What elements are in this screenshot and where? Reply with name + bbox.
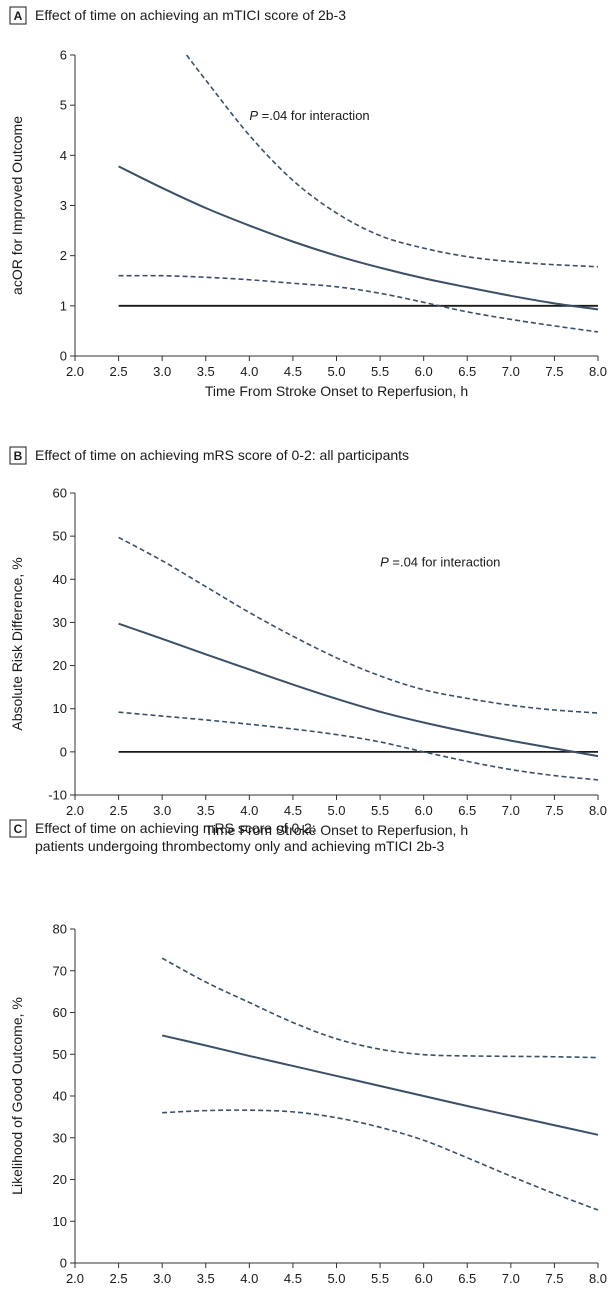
y-tick-label: 40 — [53, 1089, 67, 1104]
x-tick-label: 4.5 — [284, 364, 302, 379]
x-tick-label: 6.0 — [415, 803, 433, 818]
upper-ci-line — [161, 957, 599, 1059]
y-tick-label: 2 — [60, 248, 67, 263]
x-tick-label: 5.5 — [371, 803, 389, 818]
y-tick-label: 40 — [53, 572, 67, 587]
x-tick-label: 7.5 — [545, 364, 563, 379]
x-tick-label: 5.5 — [371, 364, 389, 379]
panel-title-line2: patients undergoing thrombectomy only an… — [35, 838, 445, 854]
estimate-line — [118, 622, 599, 758]
x-tick-label: 8.0 — [589, 364, 607, 379]
panel-title: Effect of time on achieving mRS score of… — [35, 820, 316, 836]
x-tick-label: 8.0 — [589, 1271, 607, 1286]
panel-title: Effect of time on achieving an mTICI sco… — [35, 7, 346, 23]
y-tick-label: 0 — [60, 744, 67, 759]
x-tick-label: 4.0 — [240, 1271, 258, 1286]
estimate-line — [118, 165, 599, 311]
x-tick-label: 7.0 — [502, 364, 520, 379]
p-value-text: =.04 for interaction — [258, 108, 370, 123]
p-value-text: =.04 for interaction — [389, 554, 501, 569]
lower-ci-line — [162, 1109, 599, 1211]
x-tick-label: 4.0 — [240, 364, 258, 379]
y-tick-label: 10 — [53, 701, 67, 716]
estimate-line — [161, 1034, 599, 1136]
x-tick-label: 6.0 — [415, 1271, 433, 1286]
panel-c: C Effect of time on achieving mRS score o… — [9, 819, 607, 1291]
x-tick-label: 3.0 — [153, 803, 171, 818]
y-axis-label: acOR for Improved Outcome — [9, 116, 25, 295]
y-tick-label: 0 — [60, 1256, 67, 1271]
x-tick-label: 3.5 — [197, 364, 215, 379]
x-tick-label: 2.5 — [110, 803, 128, 818]
y-axis-label: Absolute Risk Difference, % — [9, 557, 25, 730]
y-tick-label: 30 — [53, 615, 67, 630]
y-tick-label: 4 — [60, 148, 67, 163]
x-tick-label: 6.5 — [458, 1271, 476, 1286]
x-tick-label: 7.5 — [545, 803, 563, 818]
y-tick-label: 20 — [53, 1172, 67, 1187]
p-value-annotation: P =.04 for interaction — [249, 108, 369, 123]
lower-ci-line — [118, 711, 599, 781]
p-symbol: P — [249, 108, 258, 123]
y-tick-label: 50 — [53, 1047, 67, 1062]
panel-badge — [9, 6, 27, 25]
y-tick-label: 10 — [53, 1214, 67, 1229]
x-tick-label: 2.0 — [66, 364, 84, 379]
y-tick-label: 1 — [60, 298, 67, 313]
y-tick-label: 5 — [60, 98, 67, 113]
y-tick-label: 6 — [60, 48, 67, 63]
x-tick-label: 5.0 — [327, 1271, 345, 1286]
y-tick-label: 30 — [53, 1130, 67, 1145]
panel-badge — [9, 819, 27, 838]
panel-badge — [9, 446, 27, 465]
y-tick-label: 70 — [53, 963, 67, 978]
panel-a: A Effect of time on achieving an mTICI sc… — [9, 6, 607, 399]
upper-ci-line — [118, 536, 599, 714]
x-tick-label: 8.0 — [589, 803, 607, 818]
p-symbol: P — [380, 554, 389, 569]
x-tick-label: 7.5 — [545, 1271, 563, 1286]
x-axis-label: Time From Stroke Onset to Reperfusion, h — [205, 822, 468, 838]
x-tick-label: 2.5 — [110, 364, 128, 379]
y-tick-label: -10 — [48, 788, 67, 803]
x-axis-label: Time From Stroke Onset to Reperfusion, h — [205, 383, 468, 399]
x-tick-label: 5.5 — [371, 1271, 389, 1286]
y-tick-label: 20 — [53, 658, 67, 673]
x-tick-label: 3.0 — [153, 1271, 171, 1286]
x-tick-label: 2.0 — [66, 803, 84, 818]
y-tick-label: 80 — [53, 922, 67, 937]
x-tick-label: 2.0 — [66, 1271, 84, 1286]
upper-ci-line — [185, 54, 599, 268]
lower-ci-line — [118, 274, 599, 333]
x-tick-label: 4.5 — [284, 1271, 302, 1286]
x-tick-label: 5.0 — [327, 803, 345, 818]
x-tick-label: 7.0 — [502, 1271, 520, 1286]
panel-b: B Effect of time on achieving mRS score o… — [9, 446, 607, 838]
p-value-annotation: P =.04 for interaction — [380, 554, 500, 569]
x-tick-label: 3.5 — [197, 1271, 215, 1286]
x-tick-label: 4.0 — [240, 803, 258, 818]
y-tick-label: 3 — [60, 198, 67, 213]
y-tick-label: 0 — [60, 349, 67, 364]
y-axis-label: Likelihood of Good Outcome, % — [9, 997, 25, 1195]
panel-letter: C — [14, 822, 23, 836]
x-tick-label: 3.5 — [197, 803, 215, 818]
x-tick-label: 6.0 — [415, 364, 433, 379]
x-tick-label: 3.0 — [153, 364, 171, 379]
panel-title: Effect of time on achieving mRS score of… — [35, 447, 409, 463]
x-tick-label: 4.5 — [284, 803, 302, 818]
x-tick-label: 6.5 — [458, 364, 476, 379]
x-tick-label: 6.5 — [458, 803, 476, 818]
y-tick-label: 50 — [53, 529, 67, 544]
panel-letter: A — [14, 9, 23, 23]
y-tick-label: 60 — [53, 1005, 67, 1020]
x-tick-label: 5.0 — [327, 364, 345, 379]
y-tick-label: 60 — [53, 486, 67, 501]
x-tick-label: 7.0 — [502, 803, 520, 818]
x-tick-label: 2.5 — [110, 1271, 128, 1286]
panel-letter: B — [14, 449, 23, 463]
